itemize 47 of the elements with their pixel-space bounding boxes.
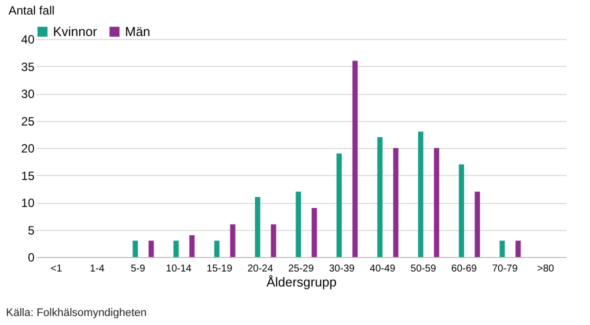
bar (173, 240, 179, 257)
bar (270, 224, 276, 257)
x-tick-label: <1 (50, 264, 63, 274)
bar (296, 192, 301, 257)
x-tick-label: 20-24 (247, 264, 274, 274)
bar (336, 153, 342, 257)
x-tick-label: 1-4 (90, 264, 105, 274)
bar (500, 240, 505, 257)
legend-label: Kvinnor (53, 24, 98, 39)
x-tick-label: 70-79 (492, 264, 518, 274)
bar (148, 240, 154, 257)
bar (393, 148, 398, 257)
bar (434, 148, 440, 257)
x-tick-label: >80 (537, 264, 555, 274)
y-tick-label: 20 (21, 142, 35, 156)
y-axis-title: Antal fall (8, 4, 55, 18)
x-tick-label: 30-39 (328, 264, 355, 274)
y-tick-label: 40 (21, 32, 35, 46)
y-tick-label: 5 (28, 223, 35, 238)
x-axis-title: Åldersgrupp (266, 274, 337, 290)
x-tick-label: 25-29 (288, 264, 314, 274)
bar (458, 164, 464, 257)
bar (516, 240, 521, 257)
bar (352, 60, 358, 257)
bar (254, 197, 260, 257)
bar (312, 208, 317, 257)
text: Källa: Folkhälsomyndigheten (6, 307, 148, 319)
bar (418, 132, 424, 257)
x-tick-label: 60-69 (451, 264, 478, 274)
bar (474, 192, 480, 257)
x-tick-label: 10-14 (166, 264, 192, 274)
y-tick-label: 0 (28, 250, 35, 264)
x-tick-label: 5-9 (130, 264, 146, 274)
bar (214, 240, 220, 257)
x-tick-label: 50-59 (410, 264, 437, 274)
legend-label: Män (125, 24, 150, 39)
x-tick-label: 15-19 (206, 264, 233, 274)
y-tick-label: 25 (21, 114, 35, 128)
y-tick-label: 30 (21, 87, 35, 101)
y-tick-label: 35 (21, 60, 35, 74)
bar (230, 224, 236, 257)
x-tick-label: 40-49 (370, 264, 396, 274)
bar (132, 240, 138, 257)
y-tick-label: 10 (21, 196, 35, 210)
bar (189, 235, 195, 257)
y-tick-label: 15 (21, 168, 35, 183)
bar (377, 137, 383, 257)
